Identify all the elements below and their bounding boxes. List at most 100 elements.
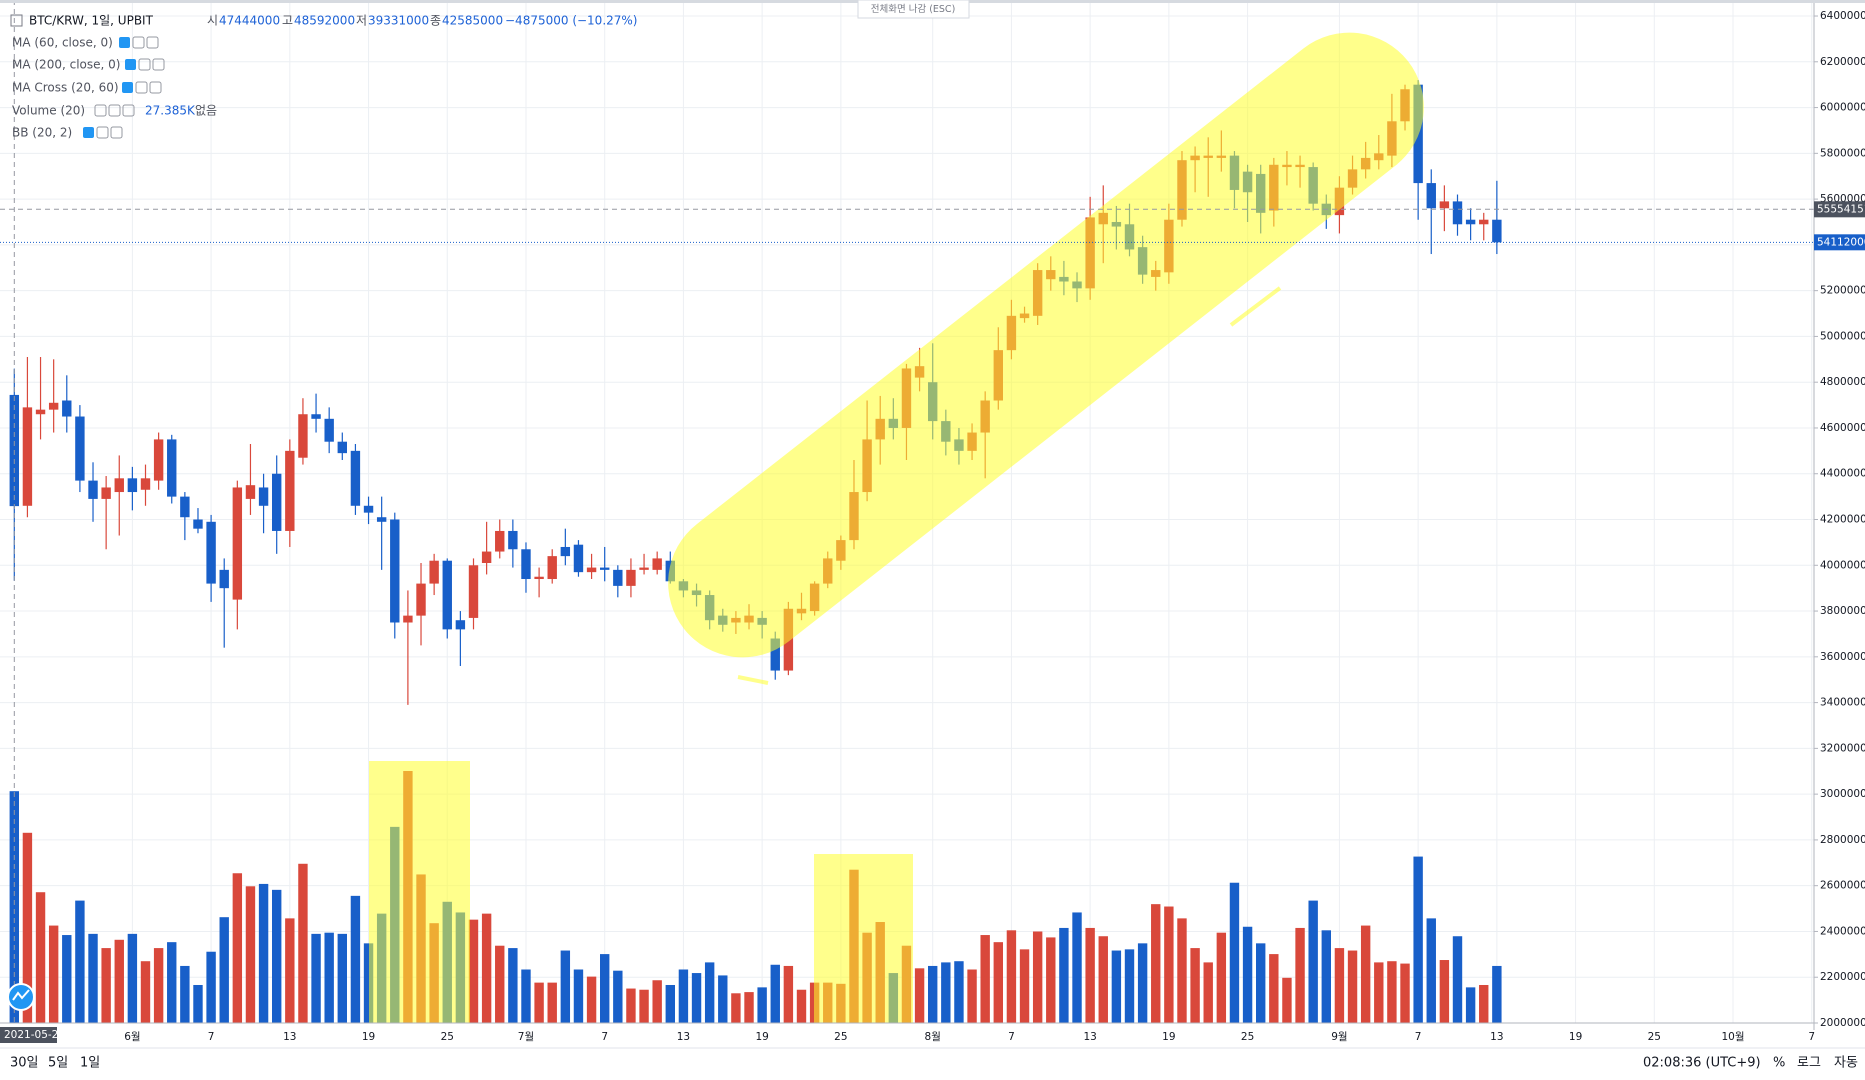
x-tick-label: 25 (1648, 1031, 1661, 1043)
logo-glyph (12, 989, 30, 1001)
auto-toggle[interactable]: 자동 (1834, 1056, 1858, 1071)
x-tick-label: 13 (283, 1031, 296, 1043)
candle-body (245, 485, 256, 499)
indicator-label[interactable]: BB (20, 2) (12, 126, 72, 140)
y-tick-label: 62000000 (1820, 56, 1865, 68)
volume-bar (691, 973, 702, 1023)
volume-extra: 없음 (195, 104, 217, 118)
percent-toggle[interactable]: % (1773, 1056, 1785, 1071)
price-axis: 20000000 22000000 24000000 26000000 28000000… (1813, 0, 1865, 1030)
y-tick-label: 58000000 (1820, 147, 1865, 159)
candle-body (298, 414, 308, 458)
candle-body (193, 519, 203, 529)
candle-body (22, 407, 33, 506)
symbol-icon[interactable] (10, 14, 23, 27)
volume-bar (48, 925, 59, 1023)
volume-bar (1374, 962, 1384, 1023)
x-tick-label: 8월 (925, 1031, 941, 1043)
range-button[interactable]: 5일 (48, 1056, 68, 1071)
settings-button[interactable] (96, 126, 109, 139)
candle-body (390, 519, 400, 623)
y-tick-label: 50000000 (1820, 330, 1865, 342)
settings-button[interactable] (135, 81, 148, 94)
visibility-button[interactable] (119, 37, 130, 48)
volume-bar (783, 965, 794, 1023)
volume-bar (757, 987, 767, 1023)
volume-bar (1072, 912, 1082, 1023)
candle-body (48, 402, 59, 410)
settings-button[interactable] (138, 58, 151, 71)
y-tick-label: 48000000 (1820, 376, 1865, 388)
clock: 02:08:36 (UTC+9) (1643, 1056, 1761, 1071)
volume-bar (75, 900, 85, 1023)
range-button[interactable]: 30일 (10, 1056, 39, 1071)
volume-bar (1347, 950, 1358, 1023)
indicator-label[interactable]: Volume (20) (12, 104, 85, 118)
settings-button[interactable] (132, 36, 145, 49)
fullscreen-tooltip[interactable] (857, 0, 970, 19)
volume-bar (495, 945, 505, 1023)
x-tick-label: 25 (441, 1031, 454, 1043)
volume-bar (1465, 987, 1476, 1023)
candle-body (613, 569, 623, 586)
ohlc-value: 39331000 (368, 14, 429, 28)
visibility-button[interactable] (125, 59, 136, 70)
x-tick-label: 13 (1083, 1031, 1096, 1043)
candle-body (1465, 219, 1476, 225)
volume-bar (1124, 949, 1135, 1023)
x-tick-label: 9월 (1331, 1031, 1347, 1043)
overlay (0, 0, 1814, 1023)
volume-bar (245, 886, 256, 1023)
volume-bar (35, 892, 46, 1023)
volume-bar (665, 984, 675, 1023)
candle-body (586, 567, 597, 573)
visibility-button[interactable] (94, 104, 107, 117)
remove-button[interactable] (122, 104, 135, 117)
x-tick-label: 19 (362, 1031, 375, 1043)
range-button[interactable]: 1일 (80, 1056, 100, 1071)
volume-bar (1019, 949, 1030, 1023)
candle-body (337, 441, 347, 454)
volume-bar (980, 935, 990, 1023)
x-tick-label: 7월 (518, 1031, 534, 1043)
volume-bar (363, 943, 374, 1023)
indicator-label[interactable]: MA (200, close, 0) (12, 58, 120, 72)
volume-bar (114, 939, 124, 1023)
volume-bar (1111, 950, 1122, 1023)
remove-button[interactable] (152, 58, 165, 71)
volume-bar (101, 948, 111, 1023)
x-tick-label: 7 (1808, 1031, 1815, 1043)
symbol[interactable]: BTC/KRW, 1일, UPBIT (29, 14, 154, 28)
volume-bar (914, 968, 925, 1023)
volume-bar (1295, 927, 1305, 1023)
volume-bar (678, 969, 689, 1023)
settings-button[interactable] (108, 104, 121, 117)
crosshair-price-tag (1814, 201, 1865, 218)
volume-bar (206, 951, 216, 1023)
indicator-label[interactable]: MA Cross (20, 60) (12, 81, 119, 95)
remove-button[interactable] (149, 81, 162, 94)
x-tick-label: 7 (601, 1031, 608, 1043)
volume-bar (258, 883, 269, 1023)
remove-button[interactable] (110, 126, 123, 139)
candle-body (1439, 201, 1450, 209)
candle-body (272, 473, 282, 531)
visibility-button[interactable] (122, 82, 133, 93)
volume-bar (167, 942, 177, 1023)
volume-bar (272, 889, 282, 1023)
candle-body (534, 576, 544, 580)
indicator-label[interactable]: MA (60, close, 0) (12, 36, 113, 50)
volume-bar (652, 980, 662, 1023)
log-toggle[interactable]: 로그 (1797, 1056, 1821, 1071)
candle-body (521, 549, 531, 580)
y-tick-label: 22000000 (1820, 971, 1865, 983)
remove-button[interactable] (146, 36, 159, 49)
volume-highlight (814, 854, 913, 1023)
volume-bar (350, 895, 361, 1023)
y-tick-label: 40000000 (1820, 559, 1865, 571)
visibility-button[interactable] (83, 127, 94, 138)
volume-bar (468, 919, 479, 1023)
candle-body (258, 487, 269, 506)
indicator-buttons (122, 81, 162, 94)
